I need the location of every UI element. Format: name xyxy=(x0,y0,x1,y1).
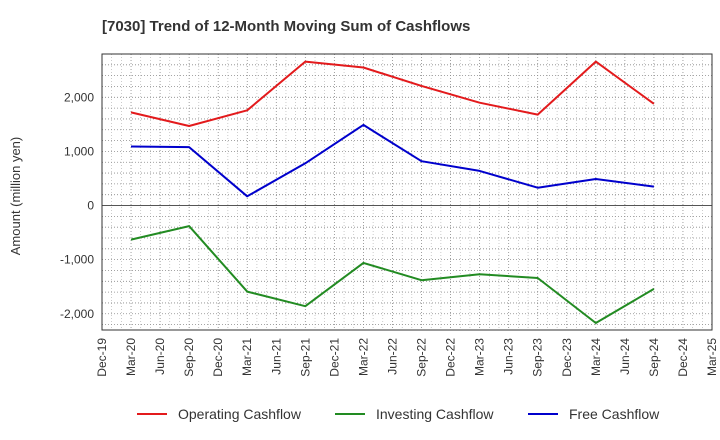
legend-label: Free Cashflow xyxy=(569,406,660,422)
x-tick-label: Dec-21 xyxy=(327,338,341,377)
x-tick-label: Jun-21 xyxy=(269,338,283,375)
legend-label: Operating Cashflow xyxy=(178,406,302,422)
x-tick-label: Mar-23 xyxy=(473,338,487,376)
series-lines xyxy=(130,60,655,324)
x-tick-label: Dec-23 xyxy=(560,338,574,377)
x-tick-labels: Dec-19 Mar-20 Jun-20 Sep-20 Dec-20 Mar-21 Jun-… xyxy=(95,338,719,377)
x-tick-label: Dec-24 xyxy=(676,338,690,377)
y-tick-label: 1,000 xyxy=(64,144,94,158)
x-tick-label: Jun-23 xyxy=(502,338,516,375)
y-tick-label: -2,000 xyxy=(60,307,94,321)
x-tick-label: Mar-25 xyxy=(705,338,719,376)
series-line xyxy=(130,123,655,198)
y-tick-label: -1,000 xyxy=(60,253,94,267)
x-tick-label: Jun-24 xyxy=(618,338,632,375)
series-line xyxy=(130,60,655,127)
legend: Operating Cashflow Investing Cashflow Free… xyxy=(137,406,660,422)
legend-label: Investing Cashflow xyxy=(376,406,494,422)
x-tick-label: Sep-24 xyxy=(647,338,661,377)
x-tick-label: Mar-21 xyxy=(240,338,254,376)
y-tick-label: 0 xyxy=(87,199,94,213)
x-tick-label: Dec-22 xyxy=(444,338,458,377)
y-axis-label: Amount (million yen) xyxy=(8,137,23,256)
grid xyxy=(101,53,713,330)
x-tick-label: Sep-21 xyxy=(298,338,312,377)
x-tick-label: Mar-20 xyxy=(124,338,138,376)
x-tick-label: Dec-19 xyxy=(95,338,109,377)
y-tick-labels: -2,000 -1,000 0 1,000 2,000 xyxy=(60,90,94,320)
plot-area-frame xyxy=(101,53,713,331)
y-tick-label: 2,000 xyxy=(64,90,94,104)
x-tick-label: Mar-22 xyxy=(356,338,370,376)
series-line xyxy=(130,225,655,324)
x-tick-label: Sep-22 xyxy=(415,338,429,377)
x-tick-label: Jun-22 xyxy=(385,338,399,375)
x-tick-label: Sep-20 xyxy=(182,338,196,377)
x-tick-label: Sep-23 xyxy=(531,338,545,377)
x-tick-label: Dec-20 xyxy=(211,338,225,377)
chart-title: [7030] Trend of 12-Month Moving Sum of C… xyxy=(102,18,470,35)
x-tick-label: Mar-24 xyxy=(589,338,603,376)
x-tick-label: Jun-20 xyxy=(153,338,167,375)
